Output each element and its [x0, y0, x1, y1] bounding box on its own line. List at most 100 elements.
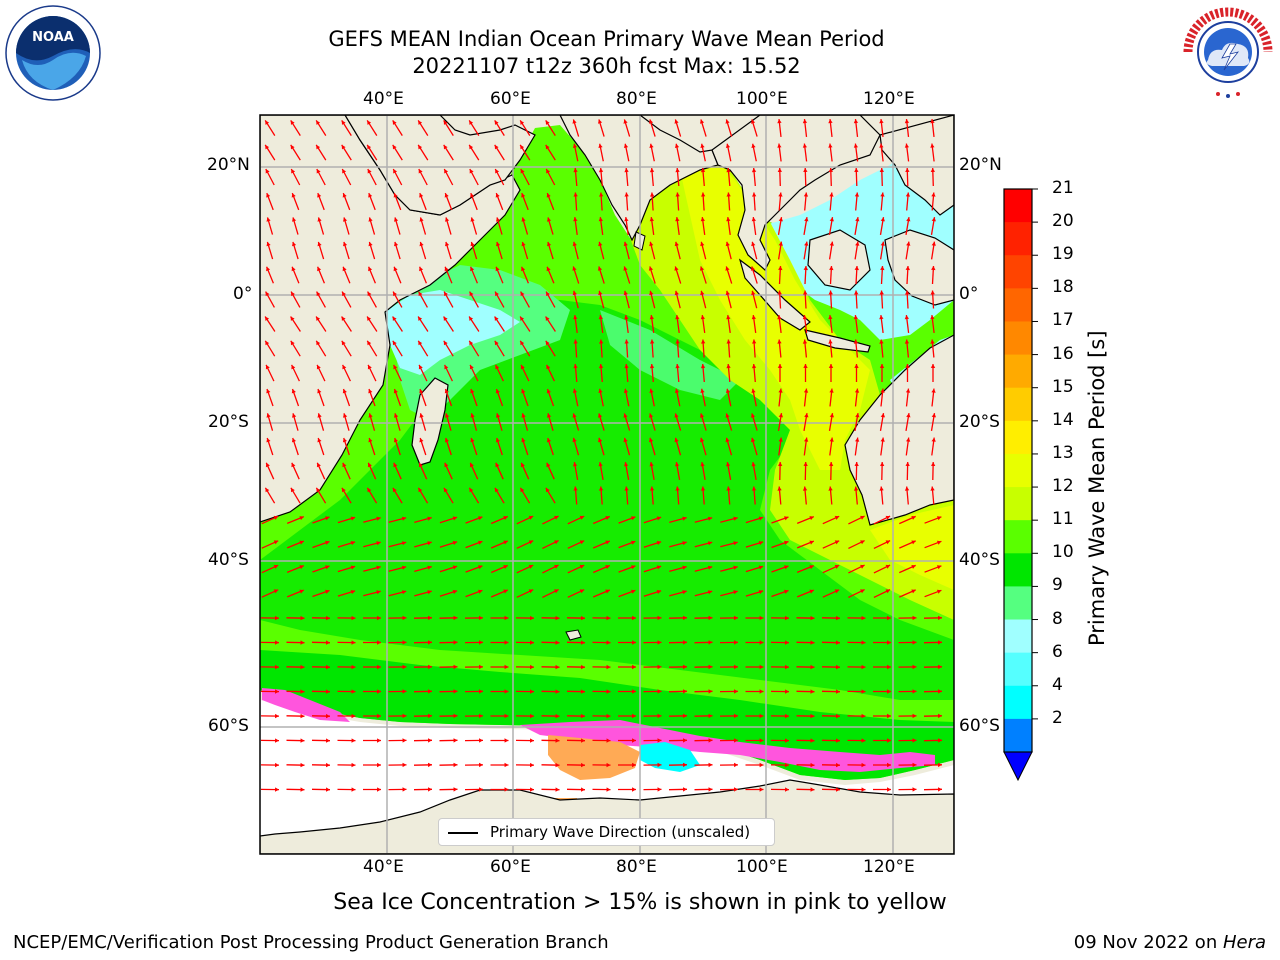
wave-arrow-head: [377, 689, 381, 694]
wave-arrow-head: [418, 364, 423, 370]
wave-arrow-head: [494, 487, 499, 493]
footer-machine: Hera: [1222, 932, 1266, 953]
wave-arrow-head: [419, 193, 424, 198]
wave-arrow-head: [427, 590, 432, 595]
wave-arrow-head: [521, 438, 526, 443]
wave-arrow-head: [377, 787, 381, 792]
wave-arrow-head: [504, 615, 509, 621]
wave-arrow-head: [351, 787, 356, 792]
wave-arrow-head: [496, 241, 501, 247]
sea-ice-note: Sea Ice Concentration > 15% is shown in …: [333, 890, 947, 915]
wave-arrow-head: [572, 266, 577, 271]
wave-arrow-head: [367, 144, 372, 150]
wave-arrow-head: [804, 217, 809, 222]
wave-arrow-head: [631, 565, 636, 570]
wave-arrow-head: [581, 738, 585, 743]
arabia: [344, 115, 536, 216]
wave-arrow-head: [804, 413, 809, 418]
wave-arrow-head: [275, 664, 279, 670]
wave-arrow-head: [906, 437, 911, 442]
wave-arrow-head: [785, 787, 789, 792]
wave-arrow-head: [325, 589, 330, 594]
wave-arrow-head: [829, 217, 834, 222]
wave-arrow-head: [275, 762, 279, 768]
legend-line-icon: [448, 832, 478, 834]
wave-arrow-head: [751, 413, 756, 418]
wave-arrow-head: [912, 787, 917, 792]
wave-arrow-head: [682, 565, 687, 570]
wave-arrow-head: [675, 364, 680, 369]
wave-arrow-head: [291, 291, 295, 297]
wave-arrow-head: [469, 364, 474, 370]
wave-arrow-head: [470, 438, 475, 443]
map-legend: Primary Wave Direction (unscaled): [438, 818, 775, 846]
colorbar-swatch: [1004, 420, 1032, 455]
wave-arrow-head: [853, 119, 859, 124]
wave-arrow-head: [912, 713, 917, 719]
wave-arrow-head: [325, 565, 330, 570]
wave-direction-arrows: [260, 119, 943, 792]
wave-arrow-head: [377, 713, 381, 719]
wave-arrow-head: [326, 689, 330, 694]
wave-arrow-head: [443, 120, 448, 125]
wave-arrow-head: [350, 590, 356, 595]
wave-arrow-head: [401, 565, 407, 570]
wave-arrow-head: [317, 438, 322, 443]
colorbar-swatch: [1004, 586, 1032, 621]
wave-arrow-head: [912, 762, 917, 768]
wave-arrow-head: [572, 413, 577, 418]
wave-arrow-head: [734, 787, 738, 792]
wave-arrow-head: [428, 640, 432, 645]
wave-arrow-head: [265, 340, 270, 346]
wave-arrow-head: [504, 689, 509, 694]
wave-arrow-head: [316, 462, 321, 468]
wave-arrow-head: [545, 487, 550, 493]
wave-arrow-head: [325, 540, 330, 545]
wave-arrow-head: [453, 787, 458, 792]
wave-arrow-head: [650, 339, 655, 344]
wave-arrow-head: [751, 217, 756, 222]
wave-arrow-head: [759, 762, 764, 768]
wave-arrow-head: [785, 762, 789, 768]
wave-arrow-head: [444, 193, 449, 198]
lon-label-bottom-100e: 100°E: [736, 857, 788, 877]
wave-arrow-head: [725, 119, 730, 124]
wave-arrow-head: [623, 266, 628, 271]
wave-arrow-head: [452, 516, 458, 521]
wave-arrow-head: [836, 664, 840, 670]
wave-arrow-head: [674, 290, 679, 296]
wave-arrow-head: [394, 241, 399, 247]
colorbar-extend-arrow: [1003, 751, 1033, 782]
wave-arrow-head: [829, 192, 834, 197]
wave-arrow-head: [444, 438, 449, 443]
wave-arrow-head: [624, 217, 629, 222]
wave-arrow-head: [521, 193, 526, 198]
wave-arrow-head: [861, 689, 866, 694]
wave-arrow-head: [316, 487, 321, 493]
wave-arrow-head: [657, 664, 662, 670]
wave-arrow-head: [495, 291, 499, 297]
wave-arrow-head: [341, 144, 346, 150]
wave-arrow-head: [453, 689, 458, 694]
wave-arrow-head: [292, 241, 297, 247]
wave-arrow-head: [656, 589, 662, 594]
wave-arrow-head: [834, 589, 840, 594]
wave-arrow-head: [605, 589, 610, 594]
wave-arrow-head: [503, 589, 508, 594]
wave-arrow-head: [725, 241, 730, 247]
wave-arrow-head: [657, 787, 662, 792]
wave-arrow-head: [469, 462, 474, 468]
wave-arrow-head: [803, 462, 808, 466]
wave-arrow-head: [905, 192, 911, 197]
wave-arrow-head: [598, 388, 603, 393]
wave-arrow-head: [368, 266, 373, 272]
wave-arrow-head: [598, 315, 603, 320]
colorbar-swatch: [1004, 718, 1032, 753]
wave-arrow-head: [759, 787, 764, 792]
wave-arrow-head: [418, 462, 423, 468]
wave-arrow-head: [402, 664, 407, 670]
wave-arrow-head: [444, 266, 449, 272]
wave-arrow-head: [650, 192, 655, 197]
wave-arrow-head: [469, 487, 474, 493]
wave-arrow-head: [879, 290, 884, 295]
